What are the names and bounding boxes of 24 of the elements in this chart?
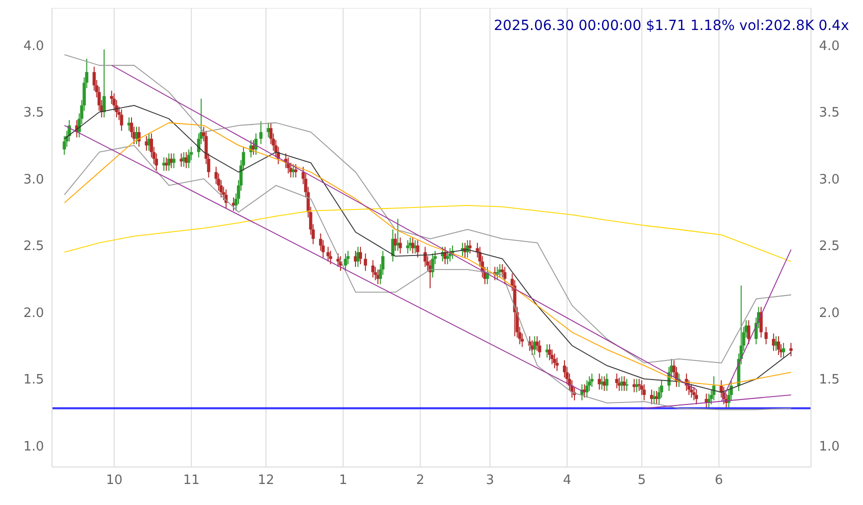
y-tick-label: 2.5 xyxy=(23,239,44,254)
y2-tick-label: 1.5 xyxy=(819,372,840,388)
y-tick-label: 4.0 xyxy=(23,38,44,54)
y-tick-label: 3.5 xyxy=(23,106,44,121)
y2-tick-label: 2.0 xyxy=(819,306,840,321)
x-tick-label: 3 xyxy=(486,473,494,488)
y2-tick-label: 3.5 xyxy=(819,106,840,121)
y2-tick-label: 3.0 xyxy=(819,172,840,188)
y-tick-label: 1.5 xyxy=(23,372,44,388)
y2-tick-label: 4.0 xyxy=(819,38,840,54)
x-tick-label: 5 xyxy=(638,473,646,488)
x-tick-label: 10 xyxy=(106,473,122,488)
y2-tick-label: 1.0 xyxy=(819,439,840,454)
y-tick-label: 2.0 xyxy=(23,306,44,321)
x-tick-label: 2 xyxy=(416,473,424,488)
x-tick-label: 12 xyxy=(258,473,274,488)
y-tick-label: 1.0 xyxy=(23,439,44,454)
y2-tick-label: 2.5 xyxy=(819,239,840,254)
y-tick-label: 3.0 xyxy=(23,172,44,188)
text: 2025.06.30 00:00:00 $1.71 1.18% vol:202.8K 0.4x xyxy=(494,18,849,34)
x-tick-label: 4 xyxy=(562,473,572,488)
x-tick-label: 11 xyxy=(183,473,200,488)
x-tick-label: 6 xyxy=(714,473,724,488)
x-tick-label: 1 xyxy=(339,473,348,488)
